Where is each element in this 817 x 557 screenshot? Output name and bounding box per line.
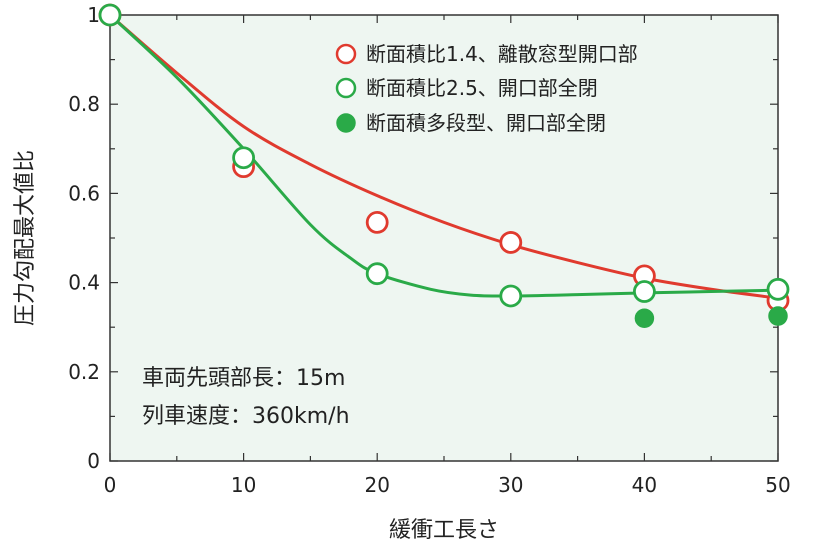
legend: 断面積比1.4、離散窓型開口部 断面積比2.5、開口部全閉 断面積多段型、開口部… (335, 42, 638, 135)
legend-marker-series-2 (335, 77, 357, 99)
y-tick-label: 0.6 (68, 181, 100, 205)
y-tick-label: 0 (87, 449, 100, 473)
data-point-series-2 (766, 277, 790, 301)
y-tick-label: 0.4 (68, 271, 100, 295)
x-tick-label: 40 (632, 473, 657, 497)
x-tick-label: 20 (364, 473, 389, 497)
data-point-series-2 (633, 280, 656, 303)
data-point-series-2 (232, 146, 256, 170)
y-axis-title: 圧力勾配最大値比 (13, 150, 38, 326)
fit-curve-series-1 (109, 13, 779, 300)
annotation-car-nose-length: 車両先頭部長：15m (142, 366, 345, 391)
data-points (98, 3, 790, 329)
legend-label-series-1: 断面積比1.4、離散窓型開口部 (366, 42, 638, 66)
legend-label-series-2: 断面積比2.5、開口部全閉 (366, 76, 598, 100)
data-point-series-2 (499, 284, 523, 308)
data-point-series-3 (768, 306, 788, 326)
x-axis-title: 緩衝工長さ (389, 518, 499, 543)
data-point-series-3 (634, 308, 655, 329)
x-tick-label: 0 (104, 473, 117, 497)
data-point-series-2 (98, 3, 122, 27)
plot-area (109, 14, 779, 462)
legend-marker-series-1 (335, 43, 357, 65)
data-point-series-1 (365, 210, 389, 234)
legend-marker-series-3 (336, 113, 356, 133)
y-tick-label: 0.2 (68, 360, 100, 384)
y-tick-label: 1 (87, 3, 100, 27)
annotation-train-speed: 列車速度：360km/h (142, 404, 350, 429)
legend-label-series-3: 断面積多段型、開口部全閉 (366, 111, 606, 135)
x-tick-label: 30 (498, 473, 523, 497)
x-tick-label: 10 (231, 473, 256, 497)
x-tick-label: 50 (765, 473, 790, 497)
tick-labels: 0 10 20 30 40 50 0 0.2 0.4 0.6 0.8 1 (68, 3, 791, 497)
data-point-series-2 (365, 262, 389, 286)
y-tick-label: 0.8 (68, 92, 100, 116)
data-point-series-1 (499, 231, 523, 254)
